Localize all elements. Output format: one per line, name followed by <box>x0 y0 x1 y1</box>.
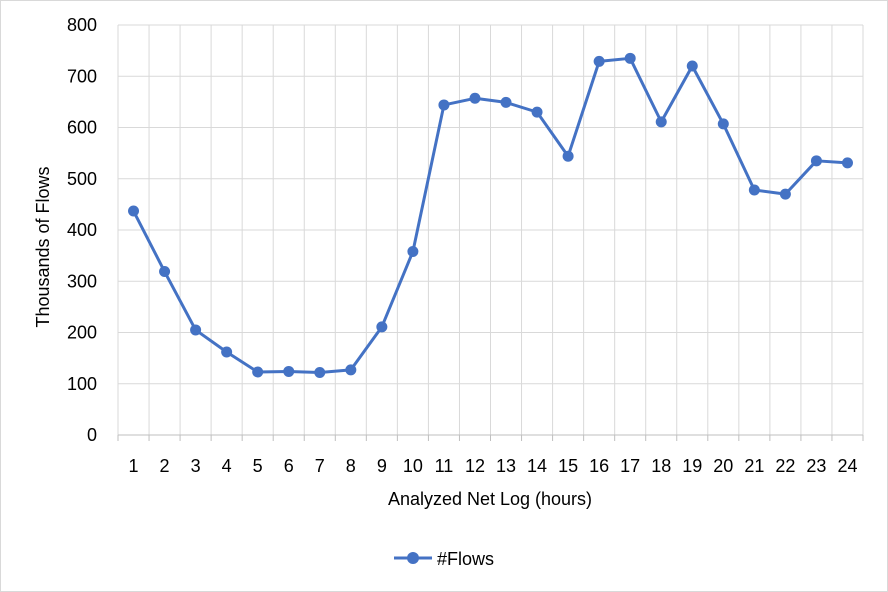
x-tick-label: 16 <box>589 456 609 476</box>
x-tick-label: 8 <box>346 456 356 476</box>
x-tick-label: 23 <box>806 456 826 476</box>
y-tick-label: 800 <box>67 15 97 35</box>
data-point <box>345 364 357 376</box>
legend-label-flows: #Flows <box>437 549 494 569</box>
x-tick-label: 24 <box>837 456 857 476</box>
x-tick-label: 11 <box>435 456 454 476</box>
legend: #Flows <box>394 549 494 569</box>
x-tick-label: 2 <box>160 456 170 476</box>
data-point <box>748 184 760 196</box>
data-point <box>593 55 605 67</box>
x-tick-label: 4 <box>222 456 232 476</box>
data-point <box>283 365 295 377</box>
data-point <box>438 99 450 111</box>
x-tick-label: 21 <box>744 456 764 476</box>
data-point <box>500 96 512 108</box>
y-tick-label: 700 <box>67 66 97 86</box>
legend-marker-swatch <box>407 552 419 564</box>
x-tick-label: 9 <box>377 456 387 476</box>
data-point <box>221 346 233 358</box>
data-point <box>810 155 822 167</box>
x-tick-label: 7 <box>315 456 325 476</box>
x-tick-label: 18 <box>651 456 671 476</box>
y-tick-label: 500 <box>67 169 97 189</box>
x-tick-label: 13 <box>496 456 516 476</box>
data-point <box>469 92 481 104</box>
y-axis: 0 100 200 300 400 500 600 700 800 <box>67 15 97 445</box>
series-flows <box>128 52 853 378</box>
data-point <box>686 60 698 72</box>
x-tick-label: 12 <box>465 456 485 476</box>
x-tick-label: 22 <box>775 456 795 476</box>
x-tick-label: 6 <box>284 456 294 476</box>
y-tick-label: 200 <box>67 323 97 343</box>
data-point <box>159 266 171 278</box>
data-point <box>128 205 140 217</box>
y-axis-title: Thousands of Flows <box>33 166 53 327</box>
x-tick-label: 20 <box>713 456 733 476</box>
x-tick-label: 5 <box>253 456 263 476</box>
y-tick-label: 0 <box>87 425 97 445</box>
data-point <box>376 321 388 333</box>
y-tick-label: 300 <box>67 271 97 291</box>
y-tick-label: 100 <box>67 374 97 394</box>
data-point <box>624 52 636 64</box>
x-tick-label: 14 <box>527 456 547 476</box>
x-tick-label: 10 <box>403 456 423 476</box>
gridlines <box>117 24 864 435</box>
data-point <box>407 246 419 258</box>
data-point <box>314 366 326 378</box>
x-axis <box>117 434 864 441</box>
y-tick-label: 600 <box>67 118 97 138</box>
data-point <box>190 324 202 336</box>
x-tick-label: 1 <box>129 456 139 476</box>
y-tick-label: 400 <box>67 220 97 240</box>
x-tick-label: 15 <box>558 456 578 476</box>
x-tick-label: 17 <box>620 456 640 476</box>
data-point <box>531 106 543 118</box>
data-point <box>252 366 264 378</box>
x-tick-label: 3 <box>191 456 201 476</box>
x-axis-title: Analyzed Net Log (hours) <box>388 489 592 509</box>
data-point <box>841 157 853 169</box>
x-tick-labels: 1 2 3 4 5 6 7 8 9 10 11 12 13 14 15 16 17 18 19 20 21 22 23 24 <box>129 456 858 476</box>
series-line <box>132 56 848 374</box>
x-tick-label: 19 <box>682 456 702 476</box>
data-point <box>562 150 574 162</box>
data-point <box>717 118 729 130</box>
data-point <box>779 188 791 200</box>
data-point <box>655 116 667 128</box>
